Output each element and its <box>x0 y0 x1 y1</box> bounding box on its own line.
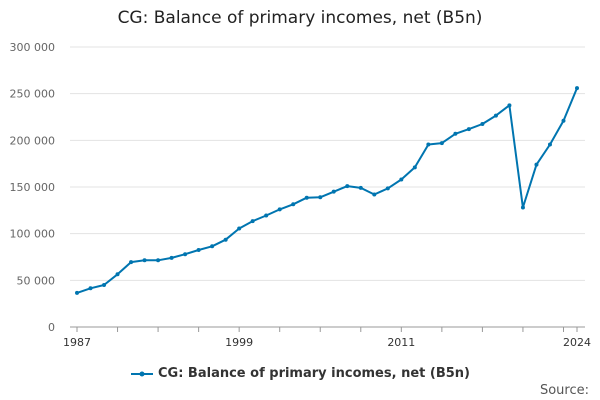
data-point <box>358 185 363 190</box>
data-point <box>88 286 93 291</box>
data-point <box>399 177 404 182</box>
data-point <box>237 226 242 231</box>
data-point <box>520 205 525 210</box>
data-point <box>183 252 188 257</box>
y-tick-label: 250 000 <box>10 88 56 101</box>
data-point <box>142 258 147 263</box>
x-tick-label: 1999 <box>225 336 253 349</box>
y-axis-ticks: 0 50 000 100 000 150 000 200 000 250 000 300 0… <box>10 41 56 334</box>
data-point <box>75 290 79 295</box>
y-tick-label: 200 000 <box>10 134 56 147</box>
y-tick-label: 100 000 <box>10 228 56 241</box>
data-point <box>480 122 485 126</box>
y-tick-label: 300 000 <box>10 41 56 54</box>
data-point <box>102 283 107 287</box>
legend-label: CG: Balance of primary incomes, net (B5n… <box>158 366 470 381</box>
data-point <box>534 162 539 167</box>
x-tick-label: 2024 <box>563 336 591 349</box>
data-point <box>169 255 174 260</box>
data-point <box>304 195 309 200</box>
y-tick-label: 150 000 <box>10 181 56 194</box>
legend-line-icon <box>131 371 153 376</box>
x-axis: 1987 1999 2011 2024 <box>63 326 591 349</box>
data-point <box>493 113 498 118</box>
legend[interactable]: CG: Balance of primary incomes, net (B5n… <box>0 366 600 381</box>
data-point <box>210 244 215 249</box>
data-point <box>264 213 269 218</box>
x-tick-label: 2011 <box>387 336 415 349</box>
series-layer <box>75 86 579 295</box>
data-point <box>156 258 161 263</box>
gridlines <box>70 46 585 281</box>
data-point <box>223 237 228 242</box>
data-point <box>196 248 201 252</box>
data-point <box>115 272 120 277</box>
series-line <box>76 87 578 294</box>
data-point <box>547 142 552 147</box>
data-point <box>439 141 444 146</box>
source-label: Source: <box>539 383 589 398</box>
data-point <box>453 131 458 136</box>
data-point <box>426 142 431 147</box>
data-point <box>466 127 471 132</box>
y-tick-label: 0 <box>48 321 55 334</box>
data-point <box>250 219 255 224</box>
data-point <box>507 103 512 108</box>
data-point <box>345 184 350 189</box>
data-point <box>412 165 417 170</box>
data-point <box>372 192 377 197</box>
data-point <box>129 260 134 265</box>
data-point <box>318 195 323 200</box>
data-point <box>277 207 282 212</box>
data-point <box>385 186 390 191</box>
data-point <box>561 118 566 123</box>
y-tick-label: 50 000 <box>17 274 56 287</box>
data-point <box>331 189 336 194</box>
chart-title: CG: Balance of primary incomes, net (B5n… <box>117 8 483 28</box>
data-point <box>575 86 579 91</box>
data-point <box>291 202 296 207</box>
x-tick-label: 1987 <box>63 336 91 349</box>
